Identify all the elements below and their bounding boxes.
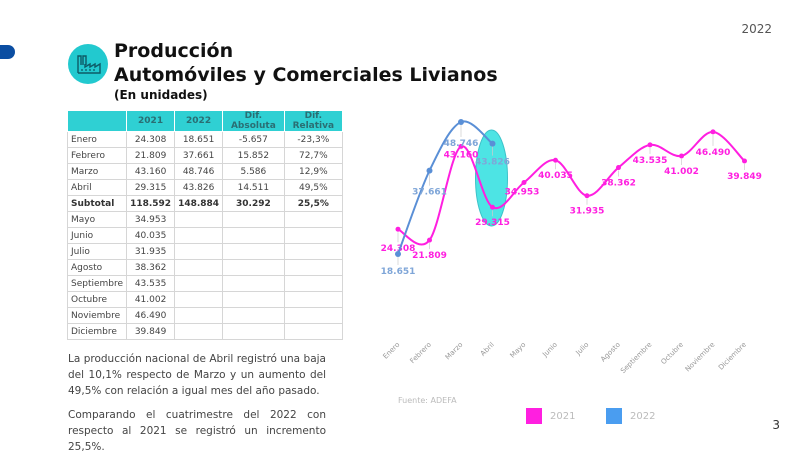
data-label-2021: 40.035 — [538, 171, 573, 181]
x-tick-label: Junio — [540, 341, 559, 360]
column-header: Dif. Relativa — [283, 110, 344, 132]
data-label-2022: 43.826 — [475, 158, 510, 168]
x-tick-label: Mayo — [508, 341, 527, 360]
summary-paragraph-2: Comparando el cuatrimestre del 2022 con … — [68, 409, 326, 453]
column-header: Dif. Absoluta — [222, 110, 285, 132]
series-line-2022 — [397, 120, 494, 255]
table-cell: Diciembre — [66, 323, 128, 340]
x-tick-label: Julio — [574, 341, 591, 358]
data-label-2021: 24.308 — [381, 244, 416, 254]
data-point-2022 — [489, 140, 496, 147]
data-point-2022 — [395, 251, 401, 257]
data-point-2021 — [395, 226, 401, 232]
table-row: Febrero 21.809 37.661 15.852 72,7% — [66, 147, 344, 164]
data-point-2022 — [458, 119, 464, 126]
data-point-2021 — [458, 144, 464, 150]
legend-label-2021: 2021 — [550, 411, 576, 422]
year-label: 2022 — [741, 22, 772, 36]
data-label-2022: 18.651 — [381, 267, 416, 277]
x-tick-label: Abril — [479, 341, 496, 358]
data-label-2021: 38.362 — [601, 179, 636, 189]
data-point-2021 — [710, 129, 716, 135]
table-row: Abril 29.315 43.826 14.511 49,5% — [66, 179, 344, 196]
data-label-2021: 43.160 — [444, 151, 479, 161]
x-tick-label: Marzo — [444, 341, 465, 362]
data-point-2021 — [427, 237, 432, 243]
data-label-2021: 46.490 — [696, 148, 731, 158]
x-tick-label: Septiembre — [619, 341, 653, 375]
page-subtitle: (En unidades) — [114, 88, 208, 102]
data-point-2021 — [679, 153, 684, 159]
data-point-2021 — [584, 193, 590, 199]
page-number: 3 — [772, 418, 780, 432]
data-label-2021: 41.002 — [664, 167, 699, 177]
x-tick-label: Febrero — [409, 341, 433, 365]
summary-paragraph-1: La producción nacional de Abril registró… — [68, 353, 326, 397]
x-tick-label: Enero — [381, 341, 401, 361]
data-label-2021: 39.849 — [727, 172, 762, 182]
legend-swatch-2022 — [606, 408, 622, 424]
table-row: Marzo 43.160 48.746 5.586 12,9% — [66, 163, 344, 180]
data-label-2021: 29.315 — [475, 218, 510, 228]
data-label-2022: 37.661 — [412, 188, 447, 198]
data-point-2021 — [521, 179, 527, 185]
production-table: 2021 2022 Dif. Absoluta Dif. Relativa Enero… — [66, 110, 344, 340]
data-label-2021: 43.535 — [633, 156, 668, 166]
legend-label-2022: 2022 — [630, 411, 656, 422]
data-label-2021: 31.935 — [570, 207, 605, 217]
highlight-ellipse — [475, 129, 508, 227]
factory-icon — [68, 44, 108, 84]
table-cell — [174, 323, 224, 340]
page-title-line2: Automóviles y Comerciales Livianos — [114, 64, 498, 86]
data-label-2021: 21.809 — [412, 251, 447, 261]
data-point-2022 — [426, 167, 433, 174]
side-tab-marker — [0, 45, 15, 59]
table-row: Subtotal 118.592 148.884 30.292 25,5% — [66, 195, 344, 212]
data-point-2021 — [553, 157, 558, 163]
data-point-2021 — [742, 158, 747, 164]
x-tick-label: Agosto — [599, 341, 622, 364]
page-title: Producción — [114, 40, 234, 62]
table-row: Enero 24.308 18.651 -5.657 -23,3% — [66, 131, 344, 148]
data-label-2022: 48.746 — [444, 139, 479, 149]
table-cell: -23,3% — [283, 131, 344, 148]
column-header: 2022 — [174, 110, 224, 132]
source-note: Fuente: ADEFA — [398, 396, 457, 405]
data-point-2021 — [616, 165, 621, 171]
table-row: Noviembre 46.490 — [66, 307, 344, 324]
x-tick-label: Noviembre — [684, 341, 717, 374]
table-cell: 12,9% — [283, 163, 344, 180]
x-tick-label: Octubre — [659, 341, 684, 366]
table-cell — [283, 323, 344, 340]
data-point-2021 — [490, 204, 495, 210]
table-row: Diciembre 39.849 — [66, 323, 344, 340]
data-label-2021: 34.953 — [505, 187, 540, 197]
x-tick-label: Diciembre — [717, 341, 748, 372]
data-point-2021 — [647, 142, 653, 148]
legend-swatch-2021 — [526, 408, 542, 424]
